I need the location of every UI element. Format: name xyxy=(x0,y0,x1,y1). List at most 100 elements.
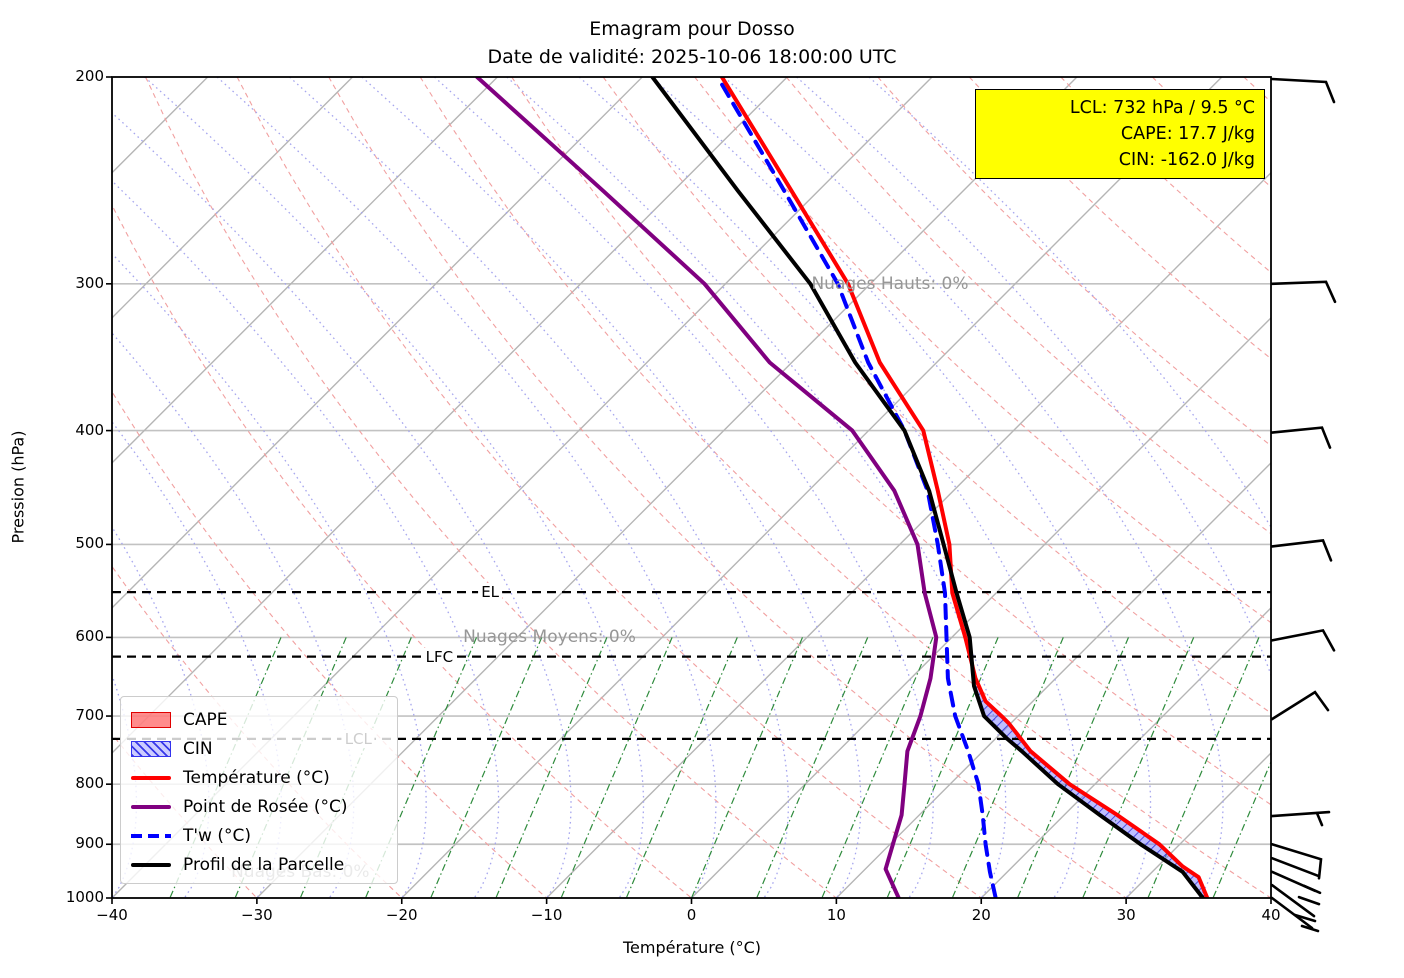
legend-item-dewpoint: Point de Rosée (°C) xyxy=(131,792,387,821)
isotherm-line xyxy=(835,461,1271,898)
mixing-ratio-line xyxy=(364,637,478,898)
wetbulb-curve xyxy=(715,77,998,898)
mixing-ratio-line xyxy=(690,637,804,898)
y-tick-label: 200 xyxy=(75,67,104,85)
legend-item-wetbulb: T'w (°C) xyxy=(131,821,387,850)
wind-barb xyxy=(1270,856,1321,878)
x-tick-label: 30 xyxy=(1116,906,1136,924)
mixing-ratio-line xyxy=(1147,637,1260,898)
moist-adiabat-line xyxy=(651,77,1152,898)
isotherm-line xyxy=(1125,751,1271,898)
temperature-line-icon xyxy=(131,775,171,780)
y-tick-label: 300 xyxy=(75,273,104,292)
cin-swatch-icon xyxy=(131,740,171,757)
y-tick-label: 900 xyxy=(75,834,104,853)
moist-adiabat-line xyxy=(433,77,934,898)
legend-label: Température (°C) xyxy=(183,767,330,788)
y-tick-label: 1000 xyxy=(65,888,104,906)
isotherm-line xyxy=(112,77,354,319)
dry-adiabat-line xyxy=(1243,77,1271,103)
cape-value: CAPE: 17.7 J/kg xyxy=(1120,124,1255,144)
dry-adiabat-line xyxy=(112,390,547,898)
legend-item-temperature: Température (°C) xyxy=(131,763,387,792)
legend-item-cape: CAPE xyxy=(131,705,387,734)
x-tick-label: 20 xyxy=(971,906,991,924)
wind-barb xyxy=(1293,913,1317,923)
moist-adiabat-line xyxy=(506,77,1007,898)
wind-barb xyxy=(1270,690,1330,721)
chart-title: Emagram pour Dosso xyxy=(589,18,795,40)
mixing-ratio-line xyxy=(1278,637,1389,898)
isotherm-line xyxy=(112,77,788,754)
x-tick-label: −30 xyxy=(241,906,273,924)
temperature-curve xyxy=(719,77,1210,898)
wind-barb xyxy=(1315,811,1324,827)
x-tick-label: −40 xyxy=(96,906,128,924)
y-tick-label: 700 xyxy=(75,706,104,725)
x-tick-label: 10 xyxy=(826,906,846,924)
x-tick-label: −10 xyxy=(530,906,563,924)
dry-adiabat-line xyxy=(112,203,692,898)
wind-barb xyxy=(1270,896,1314,930)
wind-barb xyxy=(1270,628,1336,652)
mixing-ratio-line xyxy=(886,637,999,898)
cloud-cover-annotation: Nuages Hauts: 0% xyxy=(811,273,969,294)
dry-adiabat-line xyxy=(1335,77,1404,898)
el-level-label: EL xyxy=(478,583,503,602)
x-tick-label: −20 xyxy=(385,906,418,924)
cin-hatch-overlay xyxy=(974,686,1208,898)
y-tick-label: 600 xyxy=(75,627,104,646)
thermo-indices-box: LCL: 732 hPa / 9.5 °C CAPE: 17.7 J/kg CI… xyxy=(975,89,1265,179)
mixing-ratio-line xyxy=(1212,760,1271,898)
mixing-ratio-line xyxy=(951,637,1064,898)
isotherm-line xyxy=(546,171,1271,898)
isotherm-line xyxy=(1270,897,1271,898)
wetbulb-dashed-line-icon xyxy=(131,833,171,838)
moist-adiabat-line xyxy=(868,77,1271,529)
parcel-profile-curve xyxy=(650,77,1205,898)
x-axis-label: Température (°C) xyxy=(622,938,762,957)
dry-adiabat-line xyxy=(602,77,1271,714)
dry-adiabat-line xyxy=(1060,77,1271,274)
dry-adiabat-line xyxy=(877,77,1271,447)
wind-barb xyxy=(1270,810,1331,818)
y-tick-label: 400 xyxy=(75,420,104,439)
mixing-ratio-line xyxy=(1343,637,1404,898)
wind-barbs xyxy=(1270,77,1337,933)
mixing-ratio-line xyxy=(430,637,543,898)
isotherm-line xyxy=(691,316,1271,898)
dry-adiabat-line xyxy=(511,77,1271,806)
legend-item-parcel: Profil de la Parcelle xyxy=(131,850,387,879)
wind-barb xyxy=(1270,280,1337,304)
cape-swatch-icon xyxy=(131,711,171,728)
dry-adiabat-line xyxy=(968,77,1271,360)
legend-item-cin: CIN xyxy=(131,734,387,763)
legend-label: CAPE xyxy=(183,709,228,730)
cin-value: CIN: -162.0 J/kg xyxy=(1118,150,1255,170)
dry-adiabat-line xyxy=(1151,77,1271,188)
legend-label: T'w (°C) xyxy=(183,825,251,846)
wind-barb xyxy=(1270,842,1323,880)
dry-adiabat-line xyxy=(145,77,837,898)
legend-label: Point de Rosée (°C) xyxy=(183,796,348,817)
wind-barb xyxy=(1300,924,1320,933)
dry-adiabat-line xyxy=(236,77,982,898)
y-axis-label: Pression (hPa) xyxy=(8,430,28,544)
wind-barb xyxy=(1302,884,1322,895)
mixing-ratio-line xyxy=(625,637,738,898)
mixing-ratio-line xyxy=(821,637,934,898)
wind-barb xyxy=(1297,895,1321,906)
isotherm-line xyxy=(980,606,1271,898)
dewpoint-line-icon xyxy=(131,804,171,809)
lcl-value: LCL: 732 hPa / 9.5 °C xyxy=(1069,98,1255,118)
cloud-cover-annotation: Nuages Moyens: 0% xyxy=(463,627,636,648)
isotherm-line xyxy=(112,77,643,609)
wind-barb xyxy=(1270,538,1333,562)
y-tick-label: 500 xyxy=(75,534,104,553)
wind-barb xyxy=(1270,426,1332,449)
dry-adiabat-line xyxy=(328,77,1127,898)
y-tick-label: 800 xyxy=(75,774,104,793)
isotherm-line xyxy=(112,77,498,464)
parcel-line-icon xyxy=(131,862,171,867)
